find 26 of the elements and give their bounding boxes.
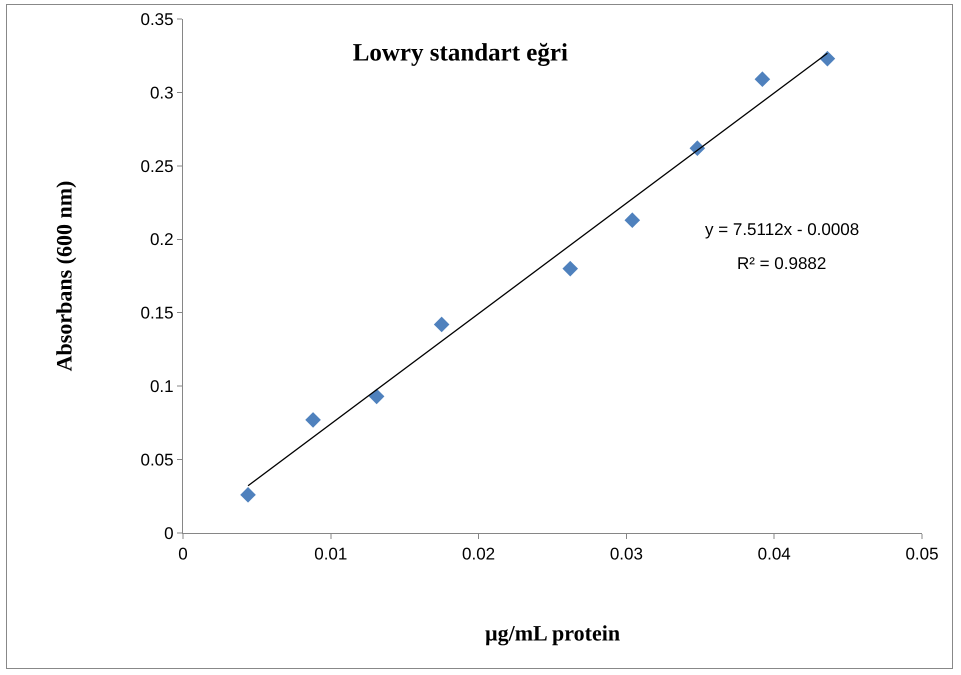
y-tick-label: 0.15 bbox=[140, 304, 174, 323]
point bbox=[305, 412, 321, 428]
y-tick-label: 0.35 bbox=[140, 10, 174, 29]
y-axis-title: Absorbans (600 nm) bbox=[51, 180, 76, 372]
point bbox=[562, 260, 578, 276]
x-axis-title: µg/mL protein bbox=[484, 620, 620, 646]
y-tick-label: 0.05 bbox=[140, 450, 174, 470]
y-tick-label: 0.2 bbox=[150, 230, 174, 250]
point bbox=[240, 487, 256, 503]
x-tick-label: 0 bbox=[178, 544, 188, 564]
point bbox=[434, 316, 450, 332]
annotation: R² = 0.9882 bbox=[737, 254, 826, 273]
point bbox=[624, 212, 640, 228]
annotation: y = 7.5112x - 0.0008 bbox=[705, 220, 860, 239]
x-tick-label: 0.03 bbox=[610, 544, 643, 564]
x-tick-label: 0.04 bbox=[758, 544, 791, 564]
text: Lowry standart eğri bbox=[352, 40, 568, 67]
x-tick-label: 0.01 bbox=[314, 544, 348, 564]
x-tick-label: 0.05 bbox=[905, 544, 939, 564]
y-tick-label: 0.3 bbox=[150, 83, 174, 102]
y-tick-label: 0 bbox=[164, 524, 174, 543]
x-tick-label: 0.02 bbox=[462, 544, 496, 564]
point bbox=[754, 71, 770, 88]
y-tick-label: 0.25 bbox=[140, 156, 174, 176]
point bbox=[368, 388, 384, 404]
y-tick-label: 0.1 bbox=[150, 377, 174, 396]
